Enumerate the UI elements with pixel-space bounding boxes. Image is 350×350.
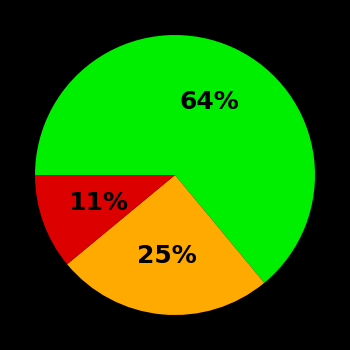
- Wedge shape: [35, 175, 175, 264]
- Text: 25%: 25%: [138, 244, 197, 268]
- Text: 11%: 11%: [69, 190, 128, 215]
- Text: 64%: 64%: [180, 90, 239, 113]
- Wedge shape: [67, 175, 264, 315]
- Wedge shape: [35, 35, 315, 283]
